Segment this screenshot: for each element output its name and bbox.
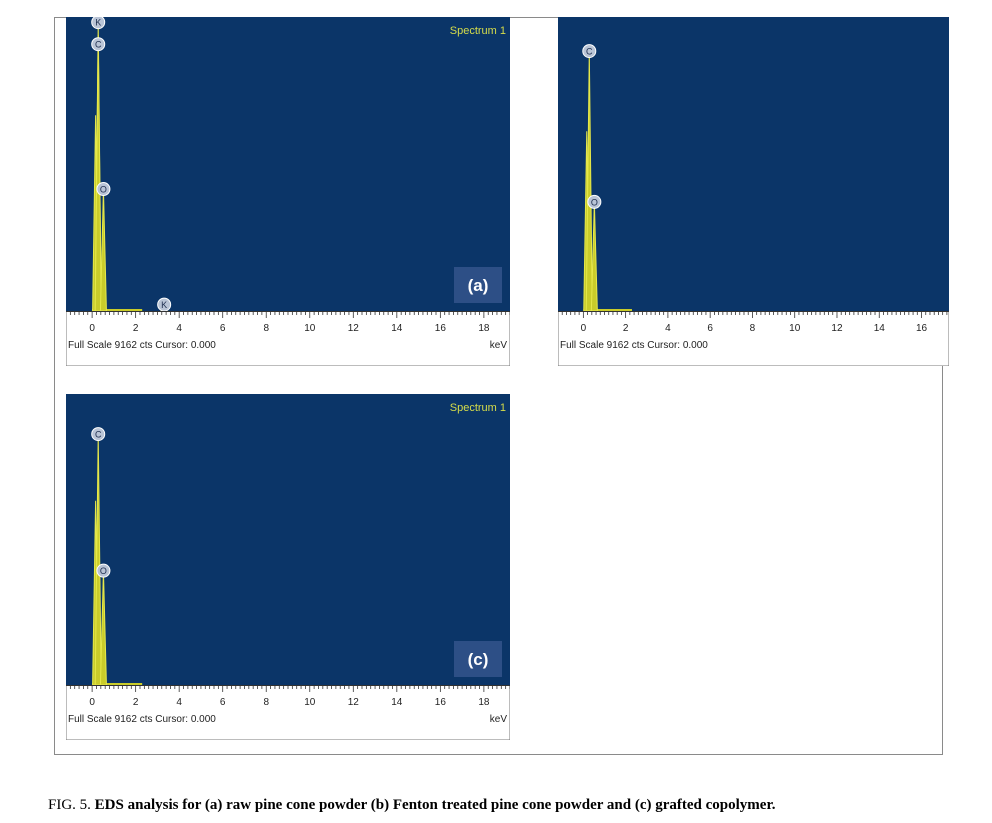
caption-prefix: FIG. 5. — [48, 797, 95, 813]
spectrum-baseline — [92, 683, 143, 685]
spectrum-baseline — [583, 309, 632, 311]
element-marker: C — [582, 44, 597, 59]
x-axis-unit: keV — [490, 714, 508, 725]
x-tick-label: 2 — [623, 323, 629, 334]
x-tick-label: 6 — [220, 323, 226, 334]
x-tick-label: 2 — [133, 697, 139, 708]
x-tick-label: 8 — [263, 697, 269, 708]
x-tick-label: 16 — [435, 323, 447, 334]
x-tick-label: 14 — [391, 323, 403, 334]
x-tick-label: 4 — [665, 323, 671, 334]
x-tick-label: 4 — [176, 323, 182, 334]
x-tick-label: 4 — [176, 697, 182, 708]
x-tick-label: 16 — [916, 323, 928, 334]
panel-label-box — [454, 267, 502, 303]
element-marker-label: C — [586, 47, 593, 57]
x-tick-label: 8 — [750, 323, 756, 334]
x-tick-label: 10 — [789, 323, 801, 334]
x-tick-label: 18 — [478, 323, 490, 334]
x-tick-label: 10 — [304, 323, 316, 334]
x-tick-label: 12 — [348, 323, 360, 334]
element-marker: K — [91, 17, 106, 30]
x-tick-label: 18 — [478, 697, 490, 708]
x-tick-label: 12 — [348, 697, 360, 708]
element-marker-label: O — [100, 566, 107, 576]
element-marker-label: C — [95, 430, 102, 440]
panel-label: (c) — [468, 650, 489, 669]
x-tick-label: 6 — [220, 697, 226, 708]
x-axis-unit: keV — [490, 340, 508, 351]
plot-area — [66, 17, 510, 311]
spectrum-panel-c: C O Spectrum 1 (c) 0 2 4 6 8 10 12 14 16 18 keV Full Sc… — [66, 394, 510, 740]
figure-caption: FIG. 5. EDS analysis for (a) raw pine co… — [48, 797, 978, 814]
spectrum-footer: Full Scale 9162 cts Cursor: 0.000 — [560, 340, 708, 351]
spectrum-footer: Full Scale 9162 cts Cursor: 0.000 — [68, 714, 216, 725]
element-marker-label: O — [591, 197, 598, 207]
spectrum-panel-b: C O 0 2 4 6 8 10 12 14 16 Full Scale 9162 cts Curso… — [558, 17, 949, 366]
panel-label: (a) — [468, 276, 489, 295]
x-tick-label: 16 — [435, 697, 447, 708]
spectrum-panel-a: K C O K Spectrum 1 (a) 0 2 4 6 8 10 12 14 16 18 keV Full … — [66, 17, 510, 366]
x-tick-label: 14 — [874, 323, 886, 334]
x-tick-label: 0 — [89, 697, 95, 708]
spectrum-title: Spectrum 1 — [450, 402, 506, 414]
panel-label-box — [454, 641, 502, 677]
caption-text: EDS analysis for (a) raw pine cone powde… — [94, 797, 776, 813]
spectrum-baseline — [92, 309, 143, 311]
element-marker: C — [91, 427, 106, 442]
x-tick-label: 0 — [581, 323, 587, 334]
element-marker-label: K — [95, 18, 101, 28]
x-tick-label: 6 — [707, 323, 713, 334]
x-tick-label: 8 — [263, 323, 269, 334]
spectrum-svg-b: C O 0 2 4 6 8 10 12 14 16 Full Scale 9162 cts Curso… — [558, 17, 949, 366]
element-marker-label: C — [95, 40, 102, 50]
element-marker: O — [96, 563, 111, 578]
spectrum-footer: Full Scale 9162 cts Cursor: 0.000 — [68, 340, 216, 351]
plot-area — [558, 17, 949, 311]
x-tick-label: 0 — [89, 323, 95, 334]
element-marker: O — [96, 182, 111, 197]
plot-area — [66, 394, 510, 685]
spectrum-title: Spectrum 1 — [450, 25, 506, 37]
element-marker-label: K — [161, 300, 167, 310]
x-tick-label: 12 — [831, 323, 843, 334]
x-tick-label: 14 — [391, 697, 403, 708]
element-marker: K — [157, 297, 172, 312]
x-tick-label: 10 — [304, 697, 316, 708]
element-marker-label: O — [100, 185, 107, 195]
element-marker: O — [587, 194, 602, 209]
element-marker: C — [91, 37, 106, 52]
x-tick-label: 2 — [133, 323, 139, 334]
